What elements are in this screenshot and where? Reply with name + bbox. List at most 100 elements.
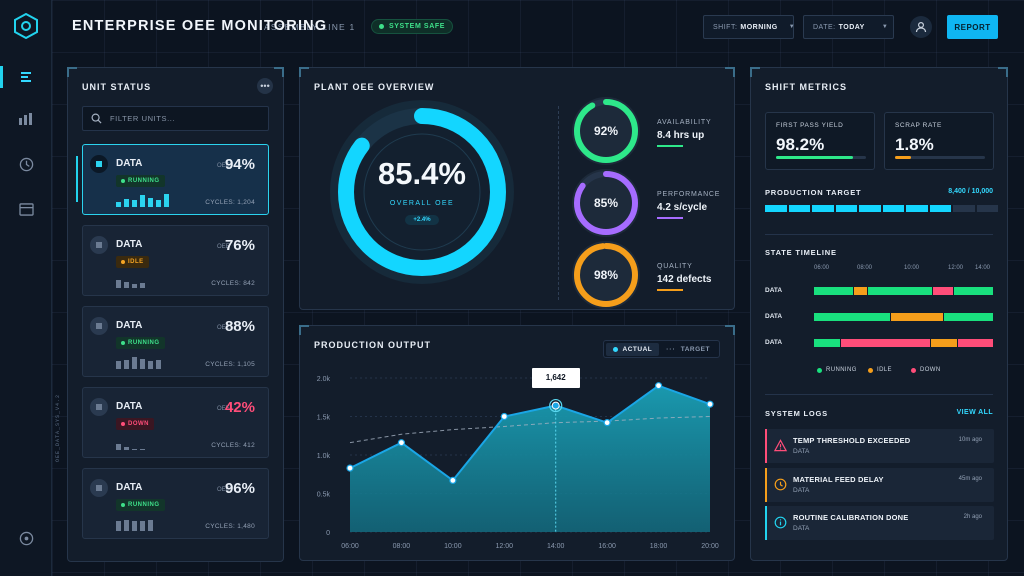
unit-oee-value: 42% [224, 399, 255, 416]
legend-item-running: RUNNING [817, 367, 857, 373]
unit-oee-value: 88% [224, 318, 255, 335]
unit-icon [90, 236, 108, 254]
unit-status-label: RUNNING [128, 340, 160, 346]
unit-card[interactable]: DATA OEE 94% RUNNING CYCLES: 1,204 [82, 144, 269, 215]
unit-card[interactable]: DATA OEE 42% DOWN CYCLES: 412 [82, 387, 269, 458]
unit-icon [90, 155, 108, 173]
unit-oee-label: OEE [217, 244, 230, 250]
unit-card[interactable]: DATA OEE 96% RUNNING CYCLES: 1,480 [82, 468, 269, 539]
timeline-segment-idle [931, 339, 957, 347]
nav-layout[interactable] [0, 194, 52, 224]
actual-data-point [500, 412, 508, 421]
unit-icon [90, 317, 108, 335]
spark-bar [124, 520, 129, 531]
x-tick-label: 06:00 [341, 543, 359, 550]
layout-icon [18, 202, 34, 216]
search-icon [91, 113, 102, 124]
chart-tooltip: 1,642 [531, 367, 580, 388]
actual-series-line [349, 384, 711, 482]
unit-name: DATA [116, 239, 143, 250]
actual-data-point [346, 464, 354, 472]
legend-dot-icon [868, 367, 873, 373]
unit-icon [90, 398, 108, 416]
unit-status-panel: UNIT STATUS ••• DATA OEE 94% RUNNING CYC… [67, 67, 284, 562]
metric-accent-bar [657, 217, 683, 219]
shift-select[interactable]: SHIFT: MORNING ▼ [703, 15, 795, 39]
target-segment [906, 205, 928, 212]
timeline-tick-label: 12:00 [948, 265, 964, 271]
log-item[interactable]: TEMP THRESHOLD EXCEEDED DATA 10m ago [765, 429, 994, 463]
ring-disc [572, 241, 640, 309]
timeline-row-label: DATA [765, 287, 783, 294]
unit-status-badge: DOWN [116, 418, 154, 430]
nav-settings[interactable] [0, 523, 52, 553]
unit-cycles: CYCLES: 842 [211, 280, 255, 287]
unit-cycles: CYCLES: 1,105 [205, 361, 255, 368]
ring-fill [574, 243, 638, 307]
status-dot-icon [379, 24, 384, 29]
date-select[interactable]: DATE: TODAY ▼ [803, 15, 894, 39]
legend-target-toggle[interactable]: ··· TARGET [659, 343, 717, 356]
user-avatar-button[interactable] [910, 16, 932, 38]
unit-sparkline [116, 356, 161, 369]
nav-history[interactable] [0, 149, 52, 179]
status-dot-icon [121, 503, 125, 507]
log-accent [765, 467, 767, 502]
x-tick-label: 20:00 [701, 543, 719, 550]
unit-card[interactable]: DATA OEE 76% IDLE CYCLES: 842 [82, 225, 269, 296]
legend-label: RUNNING [826, 367, 857, 373]
plant-oee-title: PLANT OEE OVERVIEW [314, 82, 435, 92]
oee-delta-badge: +2.4% [405, 215, 439, 225]
first-pass-yield-card: FIRST PASS YIELD 98.2% [765, 112, 875, 170]
unit-status-label: IDLE [128, 259, 144, 265]
spark-bar [156, 360, 161, 369]
unit-status-label: RUNNING [128, 178, 160, 184]
metric-value: 8.4 hrs up [657, 130, 705, 141]
metric-accent-bar [657, 289, 683, 291]
timeline-segment-running [814, 287, 853, 295]
more-options-button[interactable]: ••• [257, 78, 273, 94]
y-tick-label: 0 [326, 530, 330, 537]
timeline-segment-running [814, 339, 840, 347]
unit-sparkline [116, 518, 153, 531]
unit-cycles: CYCLES: 1,204 [205, 199, 255, 206]
timeline-segment-down [958, 339, 993, 347]
spark-bar [124, 447, 129, 450]
highlight-point [551, 401, 560, 410]
timeline-segment-idle [853, 287, 867, 295]
ring-gauge [572, 169, 640, 237]
nav-analytics[interactable] [0, 104, 52, 134]
corner-accent [725, 325, 735, 335]
log-item[interactable]: MATERIAL FEED DELAY DATA 45m ago [765, 467, 994, 502]
header: ASSEMBLY LINE 1 ENTERPRISE OEE MONITORIN… [52, 0, 1024, 54]
filter-units-field[interactable] [82, 106, 269, 131]
log-item[interactable]: ROUTINE CALIBRATION DONE DATA 2h ago [765, 506, 994, 540]
unit-card[interactable]: DATA OEE 88% RUNNING CYCLES: 1,105 [82, 306, 269, 377]
legend-dot-icon [911, 367, 916, 373]
overall-oee-value: 85.4% [378, 156, 466, 191]
report-button[interactable]: REPORT [947, 15, 998, 39]
spark-bar [116, 444, 121, 450]
clock-warning-icon [774, 478, 787, 490]
log-time: 45m ago [958, 475, 982, 482]
nav-dashboard[interactable] [0, 62, 52, 92]
plant-oee-panel: PLANT OEE OVERVIEW 85.4% OVERALL OEE +2.… [299, 67, 735, 310]
spark-bar [140, 359, 145, 369]
shift-select-value: MORNING [740, 23, 778, 31]
actual-data-point [397, 439, 406, 447]
gauge-inner-ring [363, 133, 481, 251]
production-target-label: PRODUCTION TARGET [765, 188, 862, 197]
actual-data-point [706, 400, 714, 408]
unit-cycles: CYCLES: 412 [211, 442, 255, 449]
metric-accent-bar [657, 145, 683, 147]
system-version-label: OEE_DATA_SYS_V4.2 [55, 393, 61, 462]
spark-bar [132, 284, 137, 288]
filter-units-input[interactable] [110, 114, 260, 123]
state-timeline-title: STATE TIMELINE [765, 248, 837, 257]
view-all-link[interactable]: VIEW ALL [956, 409, 993, 416]
alert-triangle-icon [774, 439, 787, 452]
spark-bar [132, 200, 137, 207]
actual-data-point [603, 419, 611, 427]
legend-actual-toggle[interactable]: ACTUAL [605, 342, 660, 356]
date-select-value: TODAY [838, 23, 865, 31]
